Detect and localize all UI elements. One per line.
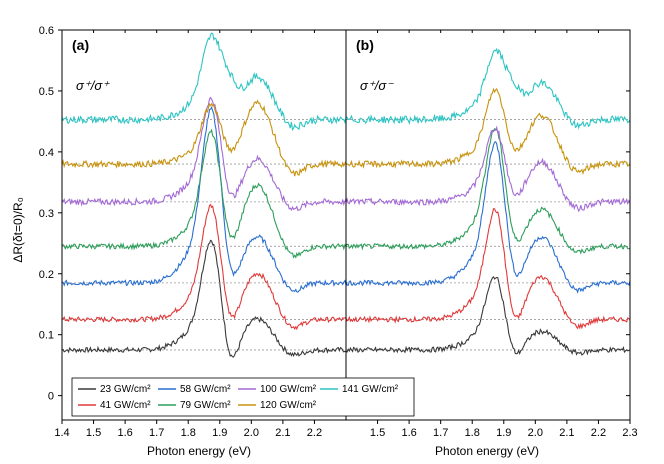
- x-tick-label-a-3: 1.7: [149, 427, 164, 439]
- x-tick-label-b-7: 2.2: [591, 427, 606, 439]
- legend-label-0-3: 141 GW/cm²: [342, 384, 399, 395]
- series-line-b-5: [345, 87, 631, 176]
- y-tick-label-1: 0.1: [39, 330, 54, 342]
- panel-frame-b: [345, 29, 631, 421]
- x-tick-label-b-1: 1.6: [401, 427, 416, 439]
- panel-a-label: (a): [72, 37, 89, 53]
- x-tick-label-a-7: 2.1: [275, 427, 290, 439]
- series-line-a-4: [61, 96, 347, 212]
- legend-label-1-2: 120 GW/cm²: [260, 400, 317, 411]
- panel-a: [61, 32, 347, 358]
- x-axis-label-b: Photon energy (eV): [435, 444, 539, 458]
- series-line-a-6: [61, 32, 347, 132]
- x-axis-label-a: Photon energy (eV): [147, 444, 251, 458]
- x-tick-label-a-1: 1.5: [86, 427, 101, 439]
- legend-label-0-0: 23 GW/cm²: [100, 384, 151, 395]
- panel-b-label: (b): [356, 37, 374, 53]
- x-tick-label-a-2: 1.6: [117, 427, 132, 439]
- series-line-b-3: [345, 128, 631, 255]
- series-line-a-5: [61, 99, 347, 177]
- panel-a-polarization: σ⁺/σ⁺: [76, 78, 110, 93]
- series-line-a-1: [61, 203, 347, 331]
- x-tick-label-b-5: 2.0: [528, 427, 543, 439]
- series-line-b-1: [345, 208, 631, 330]
- x-tick-label-b-2: 1.7: [433, 427, 448, 439]
- y-tick-label-6: 0.6: [39, 25, 54, 37]
- legend-label-0-2: 100 GW/cm²: [260, 384, 317, 395]
- series-line-a-0: [61, 239, 347, 358]
- series-line-b-2: [345, 141, 631, 294]
- x-tick-label-b-6: 2.1: [559, 427, 574, 439]
- x-tick-label-a-4: 1.8: [181, 427, 196, 439]
- x-tick-label-b-0: 1.5: [370, 427, 385, 439]
- legend-label-0-1: 58 GW/cm²: [180, 384, 231, 395]
- legend: 23 GW/cm² 58 GW/cm² 100 GW/cm² 141 GW/cm² 41…: [71, 377, 415, 417]
- x-tick-label-a-8: 2.2: [307, 427, 322, 439]
- y-axis-label: ΔR(δt=0)/R₀: [11, 197, 25, 262]
- x-tick-label-b-8: 2.3: [622, 427, 637, 439]
- y-tick-label-5: 0.5: [39, 86, 54, 98]
- series-line-b-4: [345, 125, 631, 213]
- axes-layer: 1.4 1.5 1.6 1.7 1.8 1.9 2.0 2.1 2.2 1.5 1.6 1.7 1.8 1…: [39, 25, 638, 439]
- y-tick-label-2: 0.2: [39, 269, 54, 281]
- legend-label-1-0: 41 GW/cm²: [100, 400, 151, 411]
- x-tick-label-b-3: 1.8: [465, 427, 480, 439]
- x-tick-label-b-4: 1.9: [496, 427, 511, 439]
- y-tick-label-4: 0.4: [39, 147, 54, 159]
- series-line-b-6: [345, 47, 631, 130]
- x-tick-label-a-6: 2.0: [244, 427, 259, 439]
- y-tick-label-0: 0: [48, 391, 54, 403]
- legend-label-1-1: 79 GW/cm²: [180, 400, 231, 411]
- x-tick-label-a-5: 1.9: [212, 427, 227, 439]
- series-line-b-0: [345, 275, 631, 356]
- panel-b-polarization: σ⁺/σ⁻: [360, 78, 394, 93]
- series-line-a-3: [61, 128, 347, 259]
- series-line-a-2: [61, 106, 347, 293]
- panel-b: [345, 47, 631, 356]
- legend-box: [71, 377, 415, 417]
- x-tick-label-a-0: 1.4: [54, 427, 69, 439]
- y-tick-label-3: 0.3: [39, 208, 54, 220]
